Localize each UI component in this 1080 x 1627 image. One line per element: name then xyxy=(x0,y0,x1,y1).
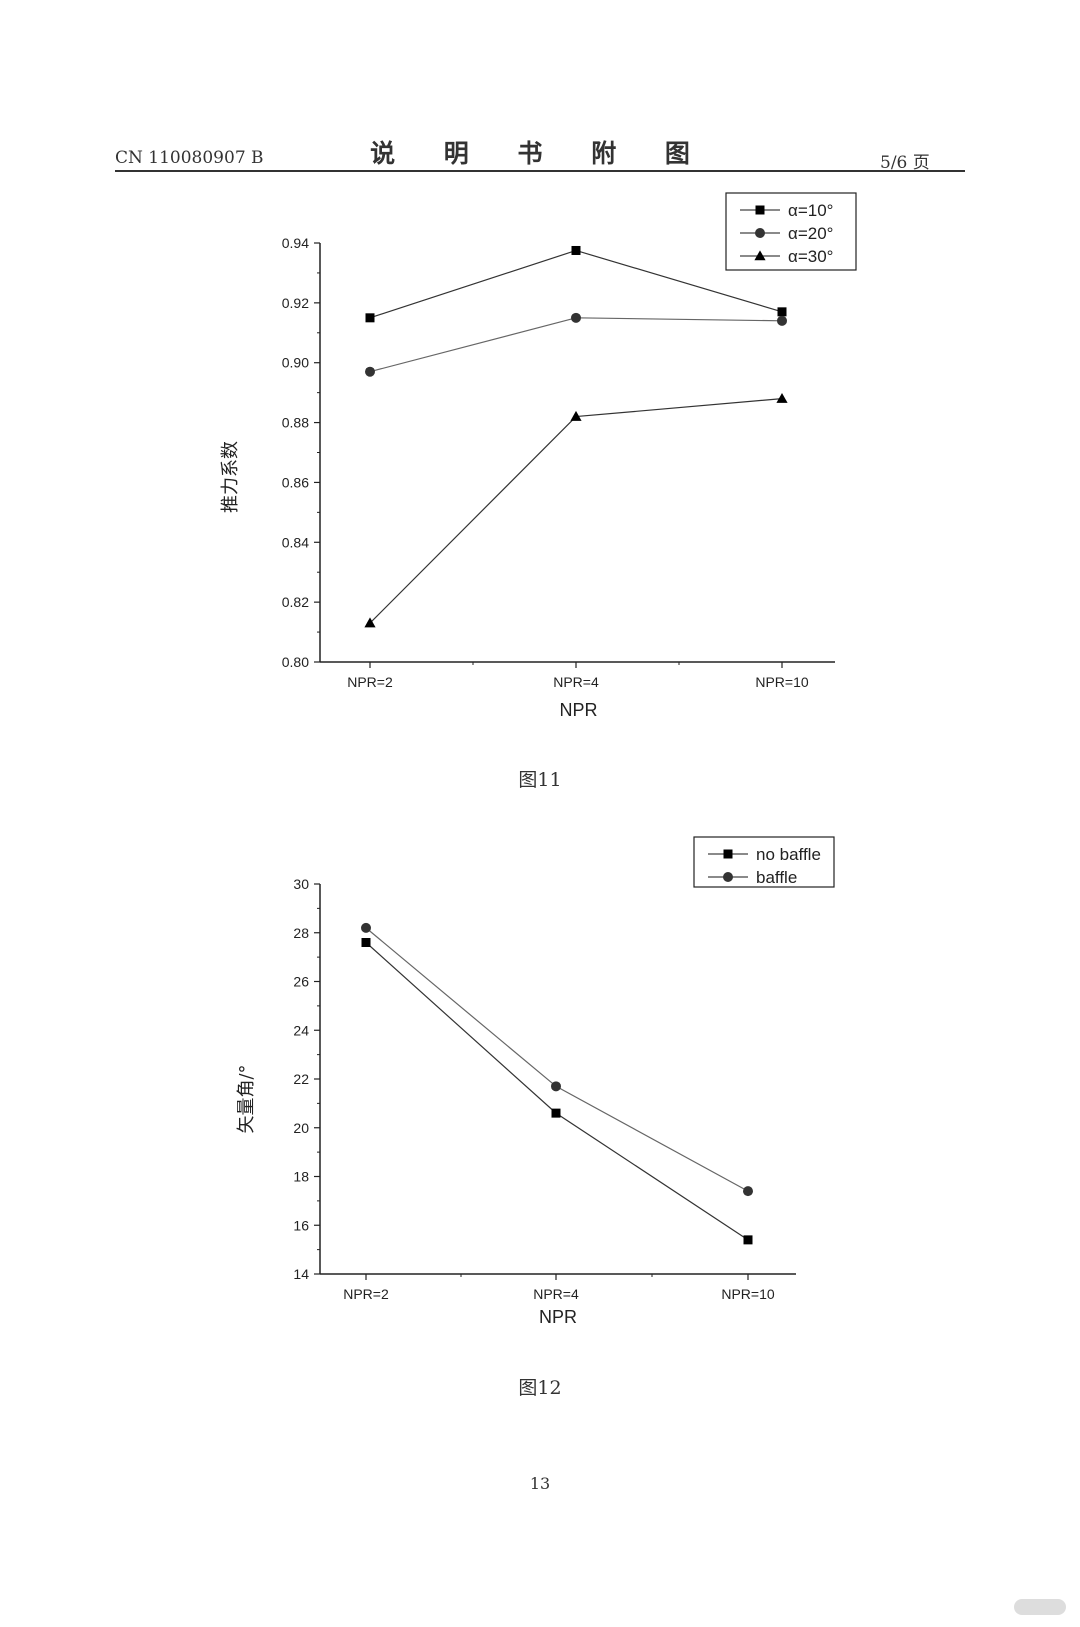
fig11-data-point xyxy=(571,245,581,255)
page-title: 说 明 书 附 图 xyxy=(370,139,710,168)
page-indicator: 5/6 页 xyxy=(880,153,930,173)
fig12-y-tick-label: 16 xyxy=(293,1217,309,1233)
fig12-legend-box xyxy=(693,836,835,888)
fig11-y-axis-title: 推力系数 xyxy=(220,441,241,513)
page-number: 13 xyxy=(529,1474,551,1493)
fig11-x-tick-label: NPR=2 xyxy=(347,674,393,690)
fig11-data-point xyxy=(776,392,788,403)
fig11-legend-marker xyxy=(754,250,766,261)
fig12-data-point xyxy=(743,1186,753,1197)
fig11-y-tick-label: 0.84 xyxy=(282,534,309,550)
fig12-legend-label: baffle xyxy=(756,868,797,887)
figure-11-caption: 图11 xyxy=(518,769,562,791)
fig12-data-point xyxy=(551,1081,561,1092)
figure-12-caption: 图12 xyxy=(518,1377,562,1399)
fig11-y-tick-label: 0.92 xyxy=(282,295,309,311)
fig11-legend-box xyxy=(725,192,857,271)
fig11-x-axis-title: NPR xyxy=(559,700,597,720)
fig11-data-point xyxy=(364,617,376,628)
fig12-series-line xyxy=(365,927,749,1192)
fig12-y-tick-label: 22 xyxy=(293,1071,309,1087)
scroll-indicator xyxy=(1014,1599,1066,1615)
fig12-y-tick-label: 26 xyxy=(293,974,309,990)
fig11-y-tick-label: 0.82 xyxy=(282,594,309,610)
fig11-data-point xyxy=(570,410,582,421)
fig12-y-tick-label: 24 xyxy=(293,1022,309,1038)
fig11-y-tick-label: 0.94 xyxy=(282,235,309,251)
fig12-data-point xyxy=(361,938,371,947)
fig12-y-axis-title: 矢量角/° xyxy=(236,1064,257,1133)
fig11-series-line xyxy=(369,317,783,373)
fig12-y-tick-label: 20 xyxy=(293,1120,309,1136)
fig11-y-tick-label: 0.86 xyxy=(282,474,309,490)
fig11-x-tick-label: NPR=10 xyxy=(755,674,809,690)
fig11-y-tick-label: 0.90 xyxy=(282,355,309,371)
fig12-y-tick-label: 18 xyxy=(293,1169,309,1185)
document-id: CN 110080907 B xyxy=(115,148,264,168)
fig12-y-tick-label: 30 xyxy=(293,876,309,892)
fig12-x-tick-label: NPR=4 xyxy=(533,1286,579,1302)
fig12-x-tick-label: NPR=2 xyxy=(343,1286,389,1302)
fig11-x-tick-label: NPR=4 xyxy=(553,674,599,690)
fig11-data-point xyxy=(571,312,581,323)
fig12-y-tick-label: 14 xyxy=(293,1266,309,1282)
fig11-data-point xyxy=(365,313,375,323)
fig12-data-point xyxy=(361,922,371,933)
fig11-legend-label: α=30° xyxy=(788,247,833,266)
fig11-y-tick-label: 0.80 xyxy=(282,654,309,670)
fig11-series-line xyxy=(369,249,783,319)
fig11-legend-label: α=20° xyxy=(788,224,833,243)
fig12-y-tick-label: 28 xyxy=(293,925,309,941)
fig12-data-point xyxy=(551,1108,561,1118)
fig11-data-point xyxy=(777,315,787,326)
fig11-data-point xyxy=(777,307,787,317)
header-rule xyxy=(115,170,965,172)
fig12-x-axis-title: NPR xyxy=(539,1307,577,1327)
fig11-legend-label: α=10° xyxy=(788,201,833,220)
fig11-data-point xyxy=(365,366,375,377)
fig11-y-tick-label: 0.88 xyxy=(282,415,309,431)
fig11-legend-marker xyxy=(755,205,765,215)
fig12-data-point xyxy=(743,1235,753,1245)
fig12-legend-marker xyxy=(723,872,733,882)
fig12-legend-label: no baffle xyxy=(756,845,821,864)
fig12-x-tick-label: NPR=10 xyxy=(721,1286,775,1302)
fig11-legend-marker xyxy=(755,228,765,238)
fig11-series-line xyxy=(369,398,783,624)
fig12-legend-marker xyxy=(723,849,733,859)
